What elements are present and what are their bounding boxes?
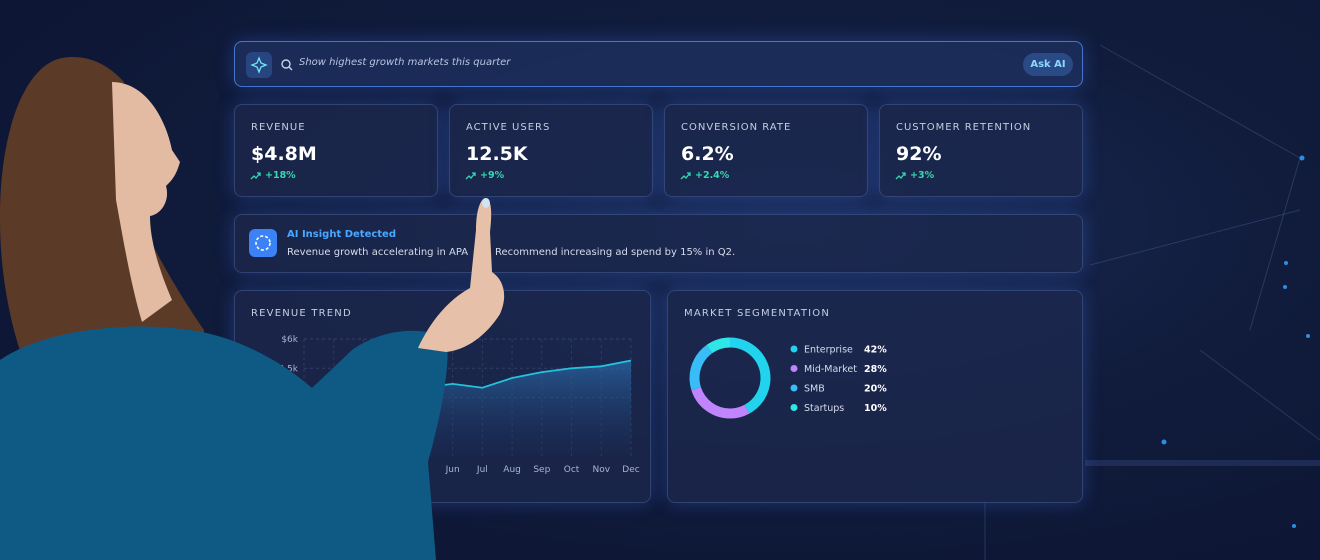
x-tick-label: Jun <box>445 465 460 475</box>
fingernail <box>482 198 490 208</box>
legend-dot <box>790 384 798 392</box>
legend-value: 20% <box>864 384 887 395</box>
insight-title: AI Insight Detected <box>287 229 396 240</box>
arrow-path <box>465 172 476 180</box>
kpi-card: CUSTOMER RETENTION 92% +3% <box>879 104 1083 197</box>
donut-segment <box>689 337 771 419</box>
legend-dot <box>790 404 798 411</box>
legend-dot <box>790 365 798 372</box>
trend-arrow <box>250 172 261 180</box>
face <box>112 82 180 322</box>
x-tick-label: Aug <box>503 465 521 475</box>
donut-segment <box>689 337 771 419</box>
kpi-change: +3% <box>910 170 935 181</box>
insight-text: Recommend increasing ad spend by 15% in … <box>495 247 736 258</box>
kpi-card: CONVERSION RATE 6.2% +2.4% <box>664 104 868 197</box>
search-bar[interactable]: Show highest growth markets this quarter… <box>234 41 1083 87</box>
insight-icon <box>255 235 271 251</box>
x-tick-label: Sep <box>533 465 550 475</box>
card-title: MARKET SEGMENTATION <box>684 308 831 319</box>
legend-label: Mid-Market <box>804 364 857 375</box>
x-tick-label: Dec <box>622 465 639 475</box>
x-tick-label: Jul <box>476 465 488 475</box>
legend-dot <box>790 345 798 353</box>
trend-arrow <box>465 172 476 180</box>
search-placeholder: Show highest growth markets this quarter <box>299 57 511 68</box>
insight-banner: AI Insight Detected Revenue growth accel… <box>234 214 1083 273</box>
donut-chart: Enterprise 42% Mid-Market 28% SMB 20% Startups… <box>689 337 887 419</box>
card-title: REVENUE TREND <box>251 308 352 319</box>
kpi-label: ACTIVE USERS <box>466 122 551 133</box>
kpi-change: +2.4% <box>695 170 730 181</box>
arrow-path <box>895 172 906 180</box>
kpi-change: +9% <box>480 170 505 181</box>
x-tick-label: Nov <box>592 465 610 475</box>
legend-value: 28% <box>864 364 887 375</box>
kpi-value: 12.5K <box>466 143 528 165</box>
sweater <box>0 326 448 560</box>
ai-icon <box>246 52 272 78</box>
pointing-hand <box>418 198 505 352</box>
y-tick-label: $6k <box>281 335 298 345</box>
insight-text: Revenue growth accelerating in APA <box>287 247 469 258</box>
insight-logo <box>249 229 277 257</box>
legend-value: 42% <box>864 345 887 356</box>
kpi-value: 6.2% <box>681 143 734 165</box>
arrow-path <box>680 172 691 180</box>
kpi-label: CUSTOMER RETENTION <box>896 122 1032 133</box>
kpi-value: 92% <box>896 143 942 165</box>
trend-arrow <box>895 172 906 180</box>
kpi-card: ACTIVE USERS 12.5K +9% <box>449 104 653 197</box>
kpi-label: REVENUE <box>251 122 306 133</box>
legend-value: 10% <box>864 403 887 414</box>
search-icon <box>281 59 293 71</box>
kpi-value: $4.8M <box>251 143 317 165</box>
kpi-label: CONVERSION RATE <box>681 122 792 133</box>
legend-label: Startups <box>804 403 844 414</box>
trend-arrow <box>680 172 691 180</box>
legend-label: Enterprise <box>804 345 853 356</box>
market-segmentation-card: MARKET SEGMENTATION Enterprise 42% Mid-Mar… <box>667 290 1083 503</box>
kpi-card: REVENUE $4.8M +18% <box>234 104 438 197</box>
legend-label: SMB <box>804 384 825 395</box>
x-tick-label: Oct <box>564 465 580 475</box>
arrow-path <box>250 172 261 180</box>
donut-segment <box>689 337 771 419</box>
ask-ai-button[interactable]: Ask AI <box>1023 53 1073 76</box>
kpi-change: +18% <box>265 170 296 181</box>
sparkle-icon <box>250 56 268 74</box>
